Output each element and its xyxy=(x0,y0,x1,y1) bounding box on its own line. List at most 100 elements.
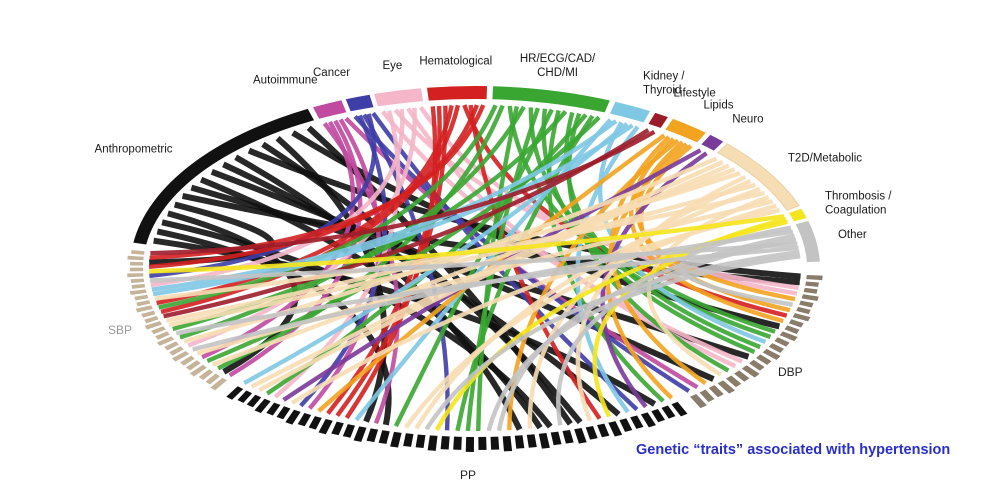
tick-sbp xyxy=(156,336,175,346)
tick-pp xyxy=(630,415,644,429)
tick-pp xyxy=(237,390,253,403)
tick-pp xyxy=(415,434,426,448)
tick-dbp xyxy=(690,394,707,409)
tick-pp xyxy=(526,434,537,448)
ribbon-thrombosis-coagulation xyxy=(148,214,785,274)
tick-pp xyxy=(585,425,598,440)
ribbon-t2d-metabolic xyxy=(169,182,756,327)
arc-t2d-metabolic xyxy=(716,143,800,211)
arc-hr-ecg-cad-chd-mi xyxy=(492,86,610,113)
tick-pp xyxy=(538,433,550,449)
tick-pp xyxy=(403,433,414,447)
tick-dbp xyxy=(749,359,765,371)
tick-dbp xyxy=(806,275,823,281)
ribbon-t2d-metabolic xyxy=(646,195,770,377)
label-cancer: Cancer xyxy=(313,67,350,79)
tick-dbp xyxy=(726,375,742,388)
tick-sbp xyxy=(130,278,145,284)
tick-dbp xyxy=(788,319,804,328)
label-hr-ecg-cad-chd-mi: HR/ECG/CAD/CHD/MI xyxy=(520,53,596,79)
arc-eye xyxy=(374,88,424,107)
tick-dbp xyxy=(796,306,811,315)
arc-anthropometric xyxy=(133,108,315,245)
tick-dbp xyxy=(708,385,724,398)
ribbon-other xyxy=(486,253,801,432)
tick-pp xyxy=(478,436,487,450)
tick-sbp xyxy=(180,355,195,366)
tick-sbp xyxy=(198,369,214,380)
label-kidney-thyroid: Kidney / Thyroid xyxy=(643,71,685,97)
tick-pp xyxy=(597,423,610,438)
tick-pp xyxy=(453,436,462,450)
tick-sbp xyxy=(155,331,170,340)
tick-pp xyxy=(427,435,438,451)
tick-pp xyxy=(297,412,312,427)
tick-dbp xyxy=(774,337,790,347)
tick-pp xyxy=(640,412,656,428)
ribbon-anthropometric xyxy=(210,169,715,382)
ribbon-cancer xyxy=(149,113,377,279)
tick-pp xyxy=(608,421,623,437)
arc-other xyxy=(795,220,820,263)
tick-dbp xyxy=(805,281,819,287)
tick-dbp xyxy=(799,300,814,308)
ribbon-other xyxy=(424,249,800,431)
tick-pp xyxy=(342,424,356,438)
arc-autoimmune xyxy=(313,100,347,119)
tick-dbp xyxy=(779,331,798,342)
tick-pp xyxy=(331,421,344,436)
trait-arcs xyxy=(127,86,823,452)
tick-pp xyxy=(550,431,562,446)
tick-pp xyxy=(378,430,390,444)
tick-pp xyxy=(440,436,450,450)
tick-pp xyxy=(619,418,633,432)
label-hematological: Hematological xyxy=(419,55,492,67)
ribbon-t2d-metabolic xyxy=(414,186,761,430)
tick-dbp xyxy=(699,389,715,403)
tick-sbp xyxy=(127,255,144,261)
arc-kidney-thyroid xyxy=(610,101,651,123)
tick-pp xyxy=(246,394,262,408)
label-sbp: SBP xyxy=(108,323,132,337)
tick-dbp xyxy=(734,370,750,382)
tick-sbp xyxy=(131,250,145,255)
tick-pp xyxy=(465,436,474,452)
ribbon-hematological xyxy=(160,104,461,314)
ribbon-other xyxy=(175,245,799,336)
label-other: Other xyxy=(838,229,867,241)
label-lipids: Lipids xyxy=(703,99,733,111)
tick-pp xyxy=(562,429,574,444)
tick-sbp xyxy=(185,360,201,371)
tick-sbp xyxy=(210,377,227,391)
tick-pp xyxy=(390,431,402,448)
tick-pp xyxy=(285,409,301,425)
tick-dbp xyxy=(756,354,772,365)
arc-hematological xyxy=(426,86,488,101)
tick-sbp xyxy=(205,373,221,385)
tick-dbp xyxy=(717,380,735,394)
tick-sbp xyxy=(136,300,151,307)
tick-pp xyxy=(490,436,500,450)
label-t2d-metabolic: T2D/Metabolic xyxy=(788,152,862,164)
tick-sbp xyxy=(189,364,207,377)
tick-sbp xyxy=(131,283,146,289)
arc-lifestyle xyxy=(648,112,668,128)
ribbon-thrombosis-coagulation xyxy=(434,219,789,431)
ribbon-lifestyle xyxy=(150,129,656,256)
tick-dbp xyxy=(762,348,781,360)
tick-pp xyxy=(671,401,688,417)
tick-pp xyxy=(353,426,367,442)
tick-dbp xyxy=(801,294,819,302)
tick-pp xyxy=(502,436,513,452)
tick-pp xyxy=(266,402,281,416)
tick-dbp xyxy=(741,365,760,378)
arc-thrombosis-coagulation xyxy=(788,208,807,222)
tick-pp xyxy=(661,405,676,419)
label-anthropometric: Anthropometric xyxy=(95,143,173,155)
label-neuro: Neuro xyxy=(732,113,763,125)
tick-dbp xyxy=(768,343,785,353)
chord-ribbons xyxy=(148,104,801,432)
tick-pp xyxy=(254,398,271,414)
tick-pp xyxy=(514,435,525,449)
